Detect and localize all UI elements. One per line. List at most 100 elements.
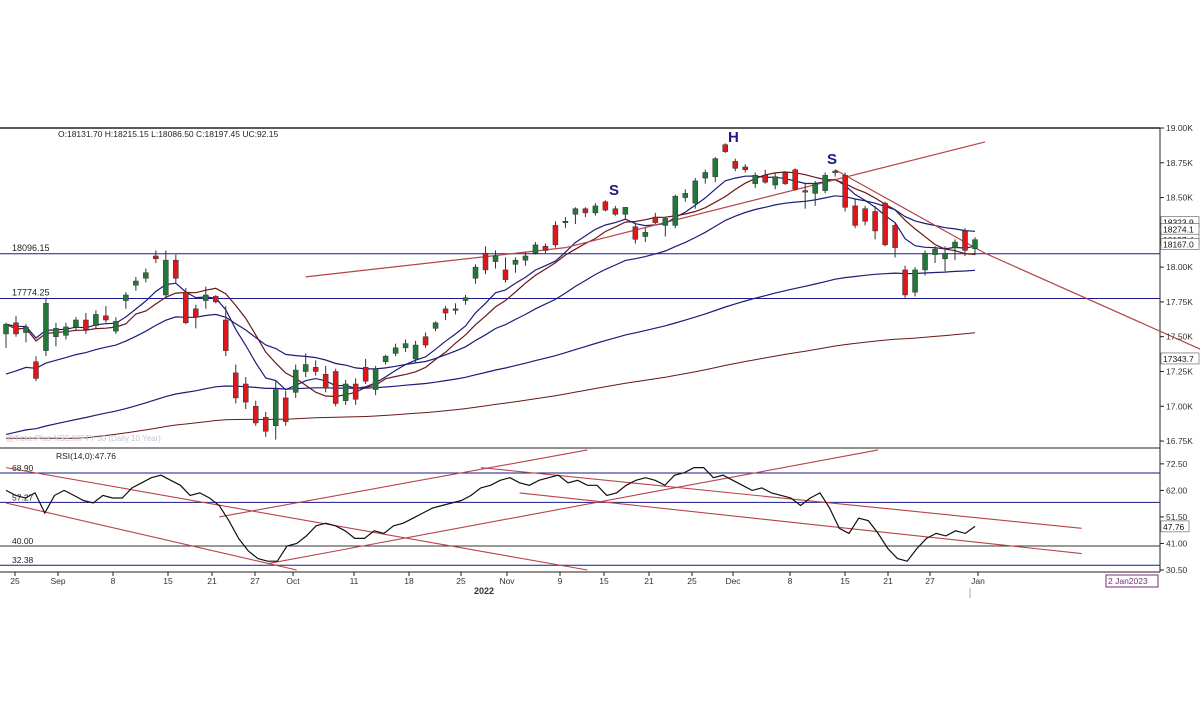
rsi-line (5, 467, 976, 562)
price-tag-4: 17343.7 (1163, 354, 1194, 364)
x-tick-label-16: 8 (788, 576, 793, 586)
candle-body-29 (292, 369, 299, 393)
candle-body-57 (572, 208, 579, 215)
ma-baseline-line (6, 332, 976, 439)
candle-body-81 (812, 183, 818, 194)
candle-body-17 (173, 259, 179, 279)
candle-body-2 (23, 326, 29, 333)
candle-body-95 (952, 241, 958, 248)
ma-fast-line (5, 175, 976, 391)
candle-body-51 (512, 259, 519, 265)
candle-body-70 (702, 172, 709, 179)
candle-body-42 (422, 336, 429, 346)
candle-body-77 (772, 176, 778, 186)
candle-body-0 (3, 323, 9, 335)
candle-body-96 (962, 230, 968, 251)
candle-body-26 (262, 417, 269, 432)
candle-body-25 (252, 406, 259, 424)
candle-body-92 (922, 252, 928, 271)
candle-body-65 (652, 216, 659, 223)
candle-body-66 (662, 218, 669, 226)
x-tick-label-9: 25 (456, 576, 466, 586)
candle-body-63 (632, 226, 639, 240)
candle-body-4 (43, 303, 49, 351)
candle-body-88 (882, 202, 888, 246)
x-tick-label-15: Dec (725, 576, 741, 586)
rsi-trendline-2 (219, 449, 588, 518)
candle-body-9 (93, 314, 99, 326)
price-y-tick-label-4: 18.00K (1166, 262, 1193, 272)
candle-body-79 (792, 169, 798, 190)
candle-body-54 (542, 246, 549, 251)
candle-body-67 (672, 195, 679, 226)
price-y-tick-label-0: 19.00K (1166, 123, 1193, 133)
x-tick-label-2: 8 (111, 576, 116, 586)
price-y-tick-label-7: 17.25K (1166, 366, 1193, 376)
candle-body-39 (392, 347, 399, 354)
x-tick-label-20: Jan (971, 576, 985, 586)
candle-body-12 (123, 294, 129, 301)
candle-body-35 (352, 383, 359, 400)
price-tag-box-3 (1160, 238, 1200, 250)
candle-body-68 (682, 193, 689, 198)
candle-body-10 (103, 315, 109, 321)
candle-body-53 (532, 244, 539, 254)
candle-body-43 (432, 322, 439, 329)
candle-body-90 (902, 269, 908, 296)
candle-body-50 (502, 269, 509, 280)
candle-body-32 (322, 374, 329, 389)
rsi-trendline-4 (480, 467, 1082, 529)
candle-body-38 (382, 355, 389, 362)
candle-body-55 (552, 225, 559, 246)
candle-body-64 (642, 232, 649, 237)
price-y-tick-label-8: 17.00K (1166, 401, 1193, 411)
candle-body-72 (722, 144, 729, 152)
candle-body-30 (302, 364, 309, 372)
candle-body-89 (892, 225, 898, 248)
price-y-tick-label-2: 18.50K (1166, 193, 1193, 203)
candle-body-11 (113, 321, 119, 332)
candle-body-13 (133, 280, 139, 286)
candle-body-46 (462, 297, 469, 301)
candle-body-37 (372, 368, 379, 390)
candle-body-74 (742, 166, 748, 170)
candle-body-3 (33, 361, 39, 379)
candle-body-18 (183, 291, 189, 324)
price-trendline-2 (834, 169, 986, 254)
candle-body-78 (782, 172, 788, 184)
candle-body-20 (203, 294, 209, 301)
pattern-label-left-shoulder: S (609, 182, 619, 199)
ma-long-line (5, 269, 976, 435)
candle-body-45 (452, 308, 459, 311)
candle-body-15 (153, 255, 159, 260)
price-level-label-0: 18096.15 (12, 243, 50, 253)
candle-body-97 (972, 239, 978, 250)
price-tag-1: 18274.1 (1163, 224, 1194, 234)
candle-body-23 (233, 372, 239, 399)
candle-body-62 (622, 207, 629, 215)
candle-body-59 (592, 205, 599, 214)
rsi-y-tick-label-0: 72.50 (1166, 459, 1188, 469)
candle-body-86 (862, 208, 868, 222)
x-tick-label-10: Nov (499, 576, 515, 586)
ohlc-readout: O:18131.70 H:18215.15 L:18086.50 C:18197… (58, 129, 279, 139)
candle-body-76 (762, 175, 768, 183)
x-tick-label-19: 27 (925, 576, 935, 586)
price-trendline-0 (305, 247, 566, 278)
candle-body-21 (213, 296, 219, 303)
candle-body-83 (832, 170, 838, 173)
candle-body-73 (732, 161, 738, 169)
x-tick-label-17: 15 (840, 576, 850, 586)
candle-body-33 (332, 371, 339, 404)
rsi-indicator-label: RSI(14,0):47.76 (56, 451, 116, 461)
x-tick-label-0: 25 (10, 576, 20, 586)
x-tick-label-6: Oct (286, 576, 300, 586)
x-tick-label-5: 27 (250, 576, 260, 586)
rsi-last-tag-box (1160, 520, 1190, 533)
rsi-y-tick-label-2: 51.50 (1166, 512, 1188, 522)
candle-body-84 (842, 175, 848, 208)
price-level-label-1: 17774.25 (12, 288, 50, 298)
candle-body-82 (822, 175, 828, 191)
candle-body-56 (562, 220, 569, 223)
